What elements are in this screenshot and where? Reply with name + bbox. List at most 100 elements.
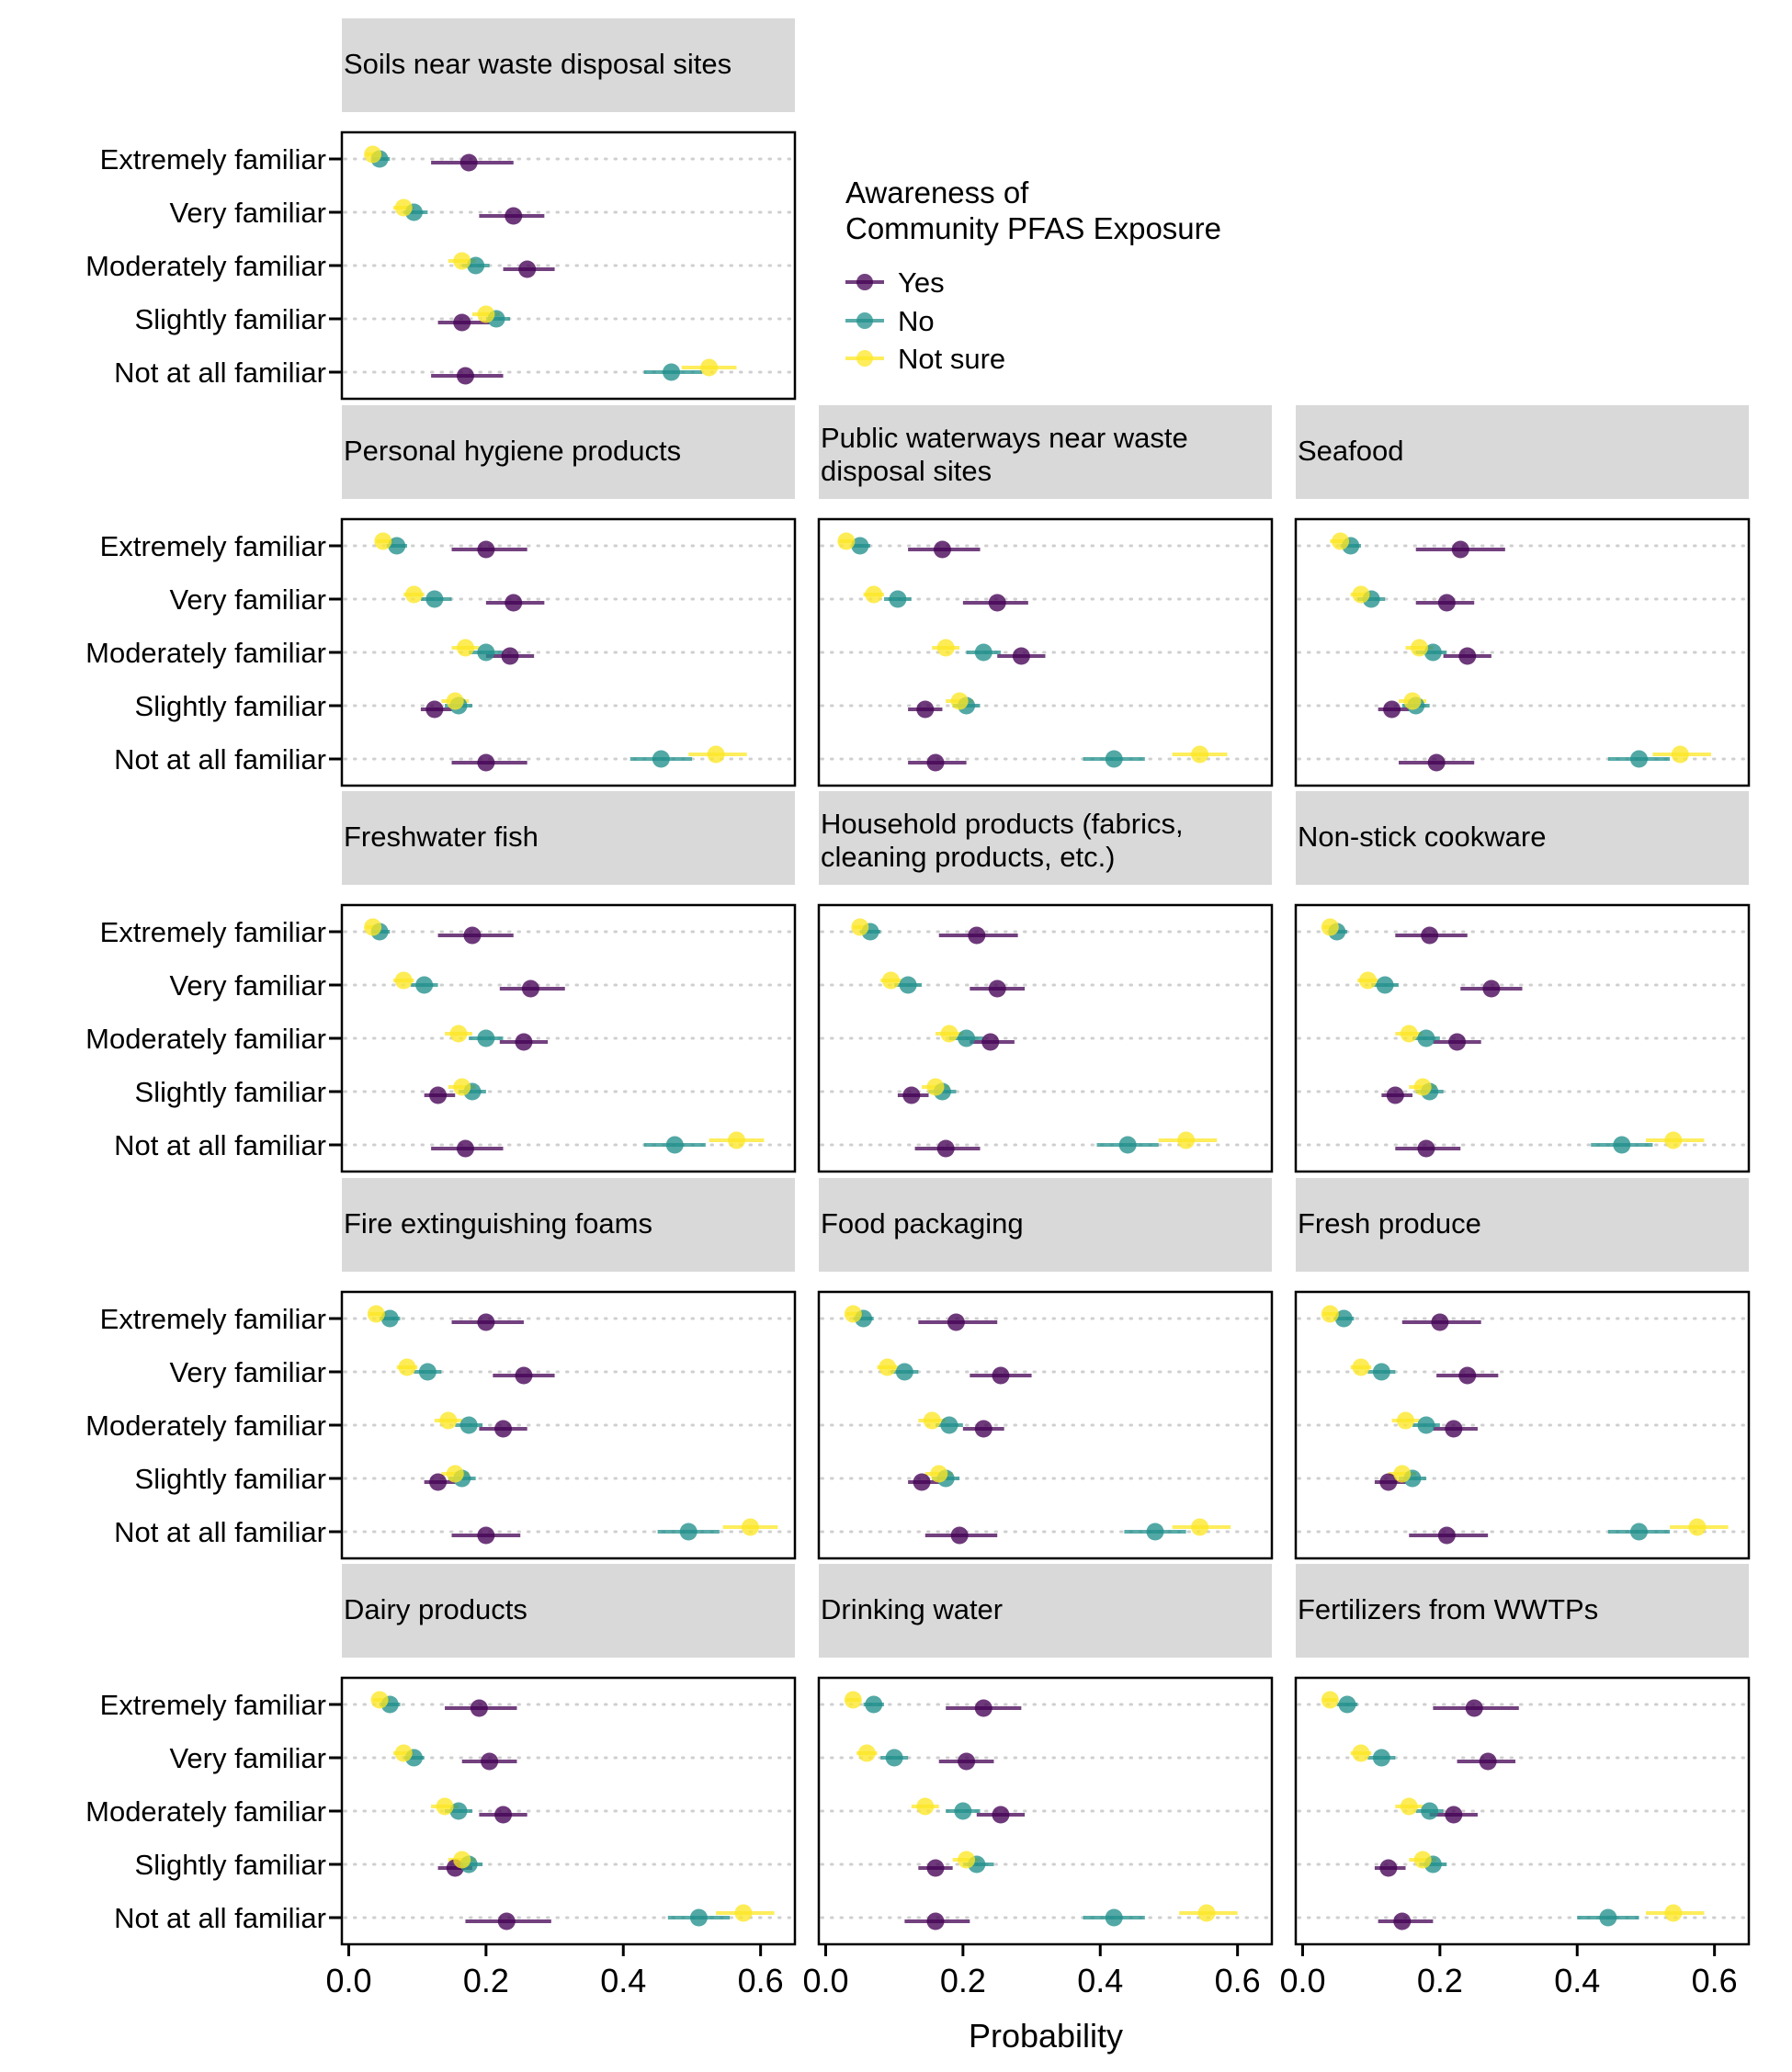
point-yes — [1465, 1699, 1483, 1717]
point-no — [665, 1136, 684, 1154]
point-yes — [958, 1752, 976, 1771]
point-no — [1118, 1136, 1137, 1154]
point-no — [958, 1029, 976, 1047]
point-yes — [947, 1313, 965, 1331]
point-yes — [933, 540, 951, 559]
facet-panel: Fertilizers from WWTPs 0.0 0.2 0.4 0.6 — [1279, 1564, 1751, 1999]
point-yes — [1379, 1859, 1398, 1877]
point-no — [954, 1802, 972, 1820]
y-tick-label: Extremely familiar — [100, 1303, 326, 1335]
y-tick-label: Extremely familiar — [100, 1689, 326, 1721]
point-not-sure — [477, 305, 495, 323]
x-tick-label: 0.0 — [325, 1962, 371, 1999]
facet-strip — [342, 405, 795, 499]
point-yes — [505, 594, 523, 612]
x-tick-label: 0.2 — [940, 1962, 986, 1999]
facet-panel: Dairy products Extremely familiar Very fam… — [85, 1564, 797, 1999]
point-not-sure — [837, 532, 856, 550]
y-tick-label: Slightly familiar — [135, 303, 326, 335]
point-not-sure — [1321, 1691, 1339, 1709]
x-axis-title: Probability — [969, 2017, 1123, 2055]
y-tick-label: Extremely familiar — [100, 530, 326, 562]
point-not-sure — [1197, 1904, 1216, 1922]
point-yes — [1445, 1420, 1463, 1438]
point-yes — [992, 1366, 1010, 1385]
facet-title: Seafood — [1298, 435, 1404, 467]
x-tick-label: 0.4 — [1554, 1962, 1600, 1999]
point-yes — [429, 1086, 448, 1104]
point-yes — [988, 979, 1006, 998]
y-tick-label: Not at all familiar — [114, 1902, 326, 1934]
point-not-sure — [439, 1411, 458, 1430]
facet-title: Drinking water — [821, 1593, 1003, 1625]
legend-key-point-yes — [856, 274, 873, 290]
point-yes — [1445, 1806, 1463, 1824]
point-no — [380, 1309, 399, 1328]
point-not-sure — [1321, 1305, 1339, 1323]
point-yes — [902, 1086, 921, 1104]
point-no — [415, 976, 434, 994]
point-no — [1105, 750, 1123, 768]
x-tick-label: 0.6 — [738, 1962, 784, 1999]
point-not-sure — [453, 252, 471, 270]
point-yes — [992, 1806, 1010, 1824]
facet-title: Food packaging — [821, 1207, 1024, 1240]
y-tick-label: Very familiar — [169, 583, 326, 616]
point-yes — [456, 367, 474, 385]
point-yes — [1431, 1313, 1449, 1331]
point-not-sure — [367, 1305, 385, 1323]
point-not-sure — [394, 971, 413, 990]
point-yes — [981, 1033, 1000, 1051]
point-no — [940, 1416, 958, 1434]
point-not-sure — [1332, 532, 1350, 550]
point-no — [889, 590, 907, 608]
point-yes — [1383, 700, 1401, 719]
point-not-sure — [1352, 585, 1370, 604]
point-no — [1599, 1908, 1617, 1927]
y-tick-label: Very familiar — [169, 197, 326, 229]
y-tick-label: Extremely familiar — [100, 143, 326, 175]
point-no — [1629, 750, 1648, 768]
point-yes — [453, 313, 471, 332]
point-not-sure — [374, 532, 392, 550]
point-no — [895, 1363, 913, 1381]
point-not-sure — [394, 198, 413, 217]
point-yes — [463, 926, 482, 945]
panels-layer: Soils near waste disposal sites Extremely… — [85, 18, 1751, 1999]
x-tick-label: 0.2 — [463, 1962, 509, 1999]
point-yes — [936, 1139, 955, 1158]
point-not-sure — [364, 145, 382, 164]
point-no — [1417, 1416, 1435, 1434]
point-not-sure — [958, 1851, 976, 1869]
point-not-sure — [857, 1744, 876, 1762]
legend-key-point-no — [856, 312, 873, 329]
point-no — [652, 750, 670, 768]
point-yes — [515, 1033, 533, 1051]
facet-panel: Fresh produce — [1294, 1178, 1751, 1560]
facet-strip — [819, 405, 1272, 499]
x-tick-label: 0.4 — [600, 1962, 646, 1999]
point-not-sure — [851, 918, 869, 936]
point-not-sure — [936, 639, 955, 657]
point-not-sure — [404, 585, 423, 604]
facet-panel: Personal hygiene products Extremely famil… — [85, 405, 797, 787]
point-yes — [1437, 1526, 1456, 1545]
x-tick-label: 0.2 — [1417, 1962, 1463, 1999]
facet-panel: Fire extinguishing foams Extremely famili… — [85, 1178, 797, 1560]
y-tick-label: Very familiar — [169, 1356, 326, 1388]
point-yes — [477, 753, 495, 772]
point-no — [467, 256, 485, 275]
point-no — [1421, 1802, 1439, 1820]
point-no — [1613, 1136, 1631, 1154]
point-yes — [521, 979, 539, 998]
facet-panel: Freshwater fish Extremely familiar Very fa… — [85, 791, 797, 1173]
facet-panel: Food packaging — [817, 1178, 1274, 1560]
point-not-sure — [1664, 1131, 1683, 1149]
y-tick-label: Not at all familiar — [114, 743, 326, 776]
point-yes — [926, 1912, 945, 1930]
facet-strip — [342, 1564, 795, 1658]
point-not-sure — [449, 1025, 468, 1043]
facet-strip — [342, 1178, 795, 1272]
